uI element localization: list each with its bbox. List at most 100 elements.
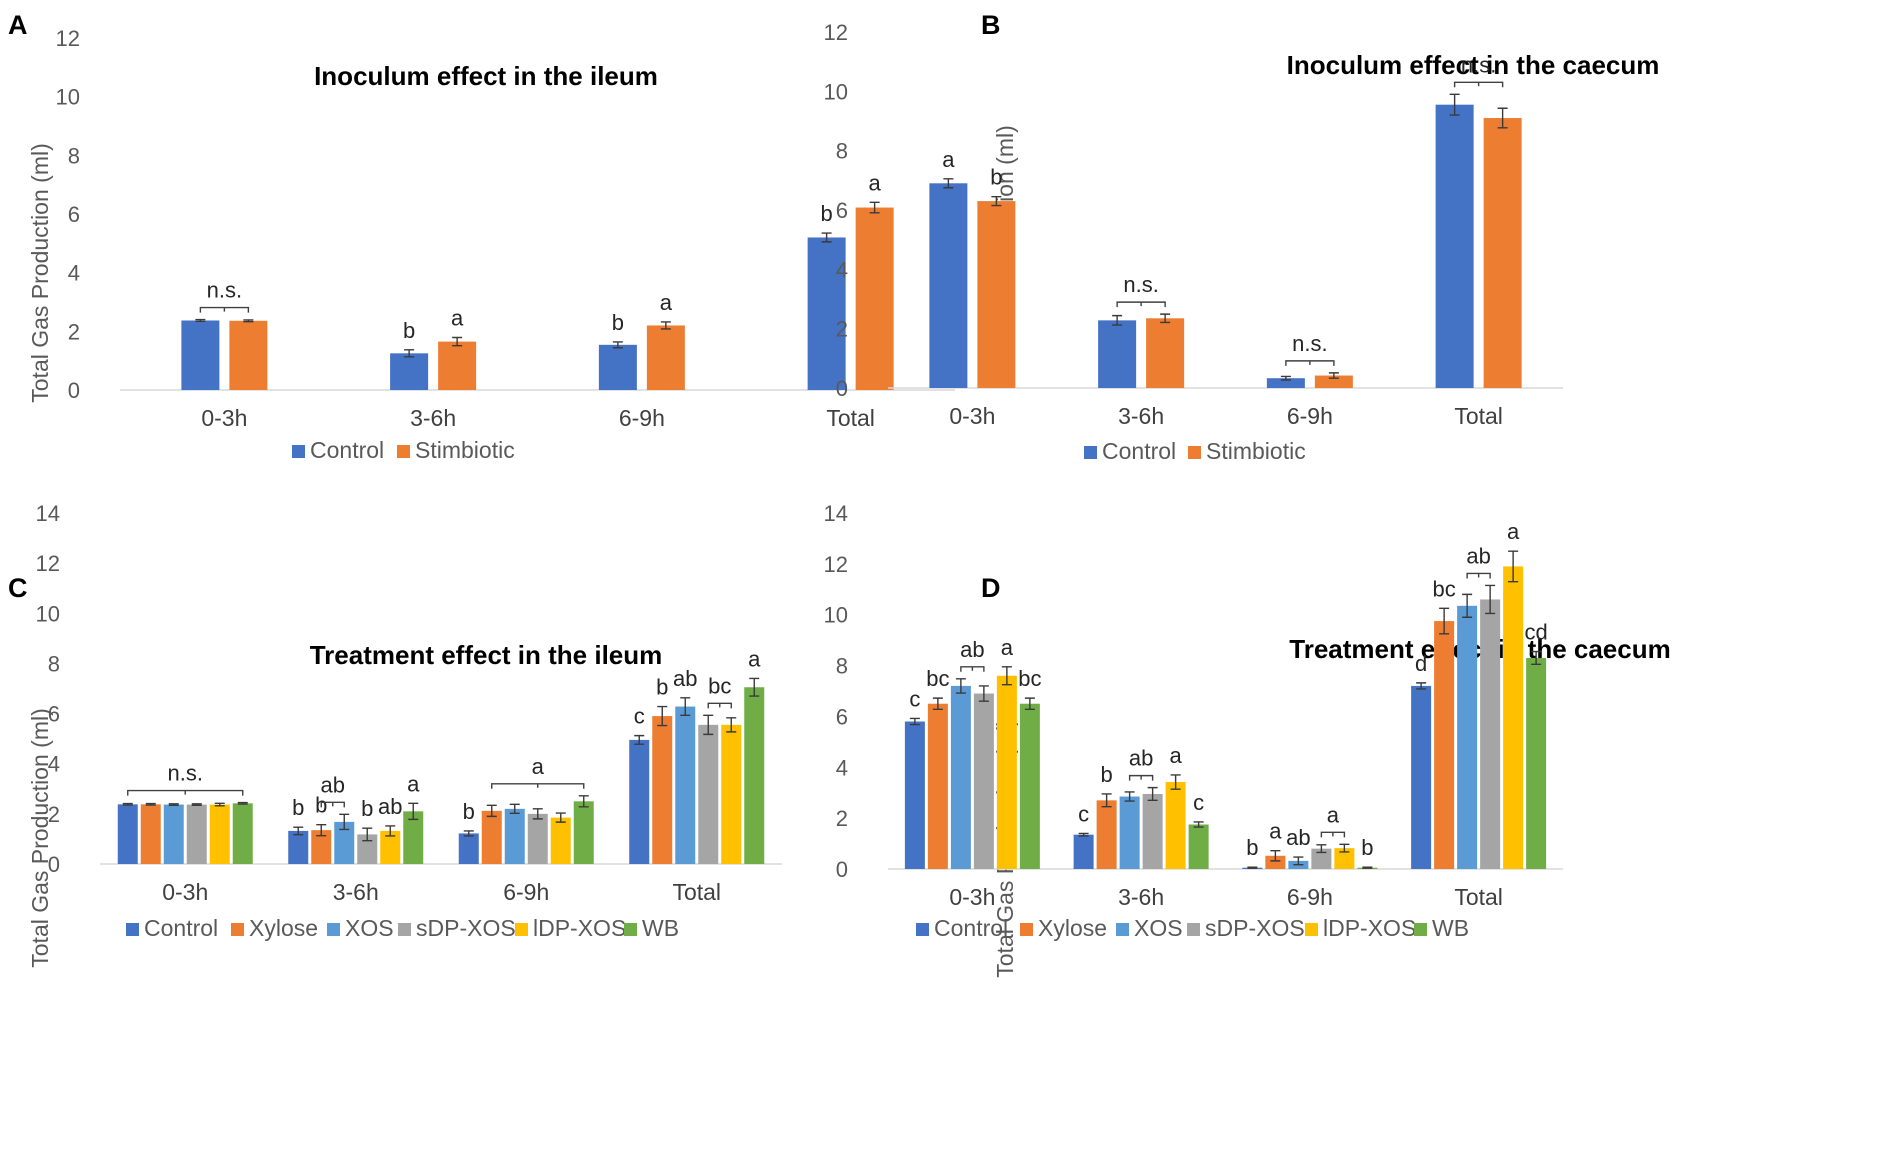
legend-label-control: Control [310, 437, 384, 463]
legend-swatch-stimbiotic [1188, 446, 1201, 459]
error-bar [1339, 843, 1350, 853]
significance-label: a [1507, 519, 1520, 544]
y-axis-label-a: Total Gas Production (ml) [27, 143, 53, 402]
y-tick-label: 8 [48, 651, 60, 676]
error-bar [145, 802, 156, 806]
bar-control [458, 833, 479, 864]
panel-b: B Inoculum effect in the caecum Total Ga… [981, 10, 1659, 385]
error-bar [978, 685, 989, 702]
bar-ldp-xos [209, 804, 230, 864]
chart-title-c: Treatment effect in the ileum [310, 640, 663, 670]
significance-label: bc [926, 666, 949, 691]
legend-label-xylose: Xylose [1038, 915, 1107, 941]
error-bar [509, 803, 520, 815]
error-bar [1328, 372, 1339, 379]
bracket-label: n.s. [207, 278, 242, 303]
significance-label: b [292, 795, 304, 820]
error-bar [168, 803, 179, 807]
bar-wb [744, 687, 765, 864]
error-bar [703, 714, 714, 736]
x-tick-label: 3-6h [1118, 884, 1164, 910]
x-tick-label: Total [826, 405, 875, 431]
bar-control [181, 320, 220, 390]
bar-xylose [311, 830, 332, 864]
x-tick-label: Total [672, 879, 721, 905]
significance-label: c [1193, 790, 1204, 815]
significance-label: a [1170, 743, 1183, 768]
y-tick-label: 0 [836, 857, 848, 882]
significance-label: bc [1433, 576, 1456, 601]
error-bar [1170, 774, 1181, 790]
chart-title-a: Inoculum effect in the ileum [314, 61, 658, 91]
bar-wb [1526, 657, 1547, 869]
bracket-label: a [1327, 802, 1340, 827]
error-bar [1362, 866, 1373, 869]
significance-label: b [361, 796, 373, 821]
legend-swatch-wb [1414, 923, 1427, 936]
legend-swatch-stimbiotic [397, 445, 410, 458]
bar-control [288, 830, 309, 864]
significance-label: a [869, 170, 882, 195]
legend-swatch-xylose [231, 923, 244, 936]
error-bar [1316, 844, 1327, 854]
y-tick-label: 2 [836, 806, 848, 831]
error-bar [486, 804, 497, 818]
bar-stimbiotic [855, 207, 894, 390]
bracket-label: n.s. [1292, 331, 1327, 356]
bar-ldp-xos [1165, 782, 1186, 869]
bracket-label: ab [321, 772, 345, 797]
y-tick-label: 0 [836, 376, 848, 401]
error-bar [1416, 682, 1427, 690]
y-tick-label: 14 [824, 501, 848, 526]
y-tick-label: 6 [68, 202, 80, 227]
bar-control [390, 353, 429, 390]
error-bar [243, 319, 254, 323]
bar-xos [1119, 796, 1140, 869]
panel-a: A Inoculum effect in the ileum Total Gas… [8, 10, 658, 403]
bar-sdp-xos [1480, 599, 1501, 869]
bar-xos [163, 804, 184, 864]
error-bar [1124, 791, 1135, 802]
bar-xylose [1096, 800, 1117, 869]
significance-bracket [199, 306, 250, 313]
error-bar [1024, 697, 1035, 711]
y-tick-label: 10 [36, 601, 60, 626]
error-bar [1497, 107, 1508, 129]
y-axis-label-c: Total Gas Production (ml) [27, 708, 53, 967]
error-bar [408, 802, 419, 821]
y-tick-label: 8 [68, 143, 80, 168]
significance-label: b [612, 310, 624, 335]
legend-swatch-wb [624, 923, 637, 936]
y-tick-label: 0 [48, 852, 60, 877]
significance-label: a [660, 290, 673, 315]
bar-wb [403, 811, 424, 864]
error-bar [1449, 93, 1460, 116]
y-tick-label: 4 [836, 755, 848, 780]
y-tick-label: 12 [36, 551, 60, 576]
bar-sdp-xos [698, 724, 719, 864]
significance-label: a [1269, 819, 1282, 844]
x-tick-label: 0-3h [949, 884, 995, 910]
bar-wb [1188, 824, 1209, 869]
significance-label: a [451, 305, 464, 330]
bracket-label: ab [1129, 746, 1153, 771]
error-bar [1508, 550, 1519, 583]
bar-wb [232, 803, 253, 864]
significance-label: a [748, 646, 761, 671]
error-bar [122, 802, 133, 806]
error-bar [1112, 314, 1123, 326]
significance-label: c [909, 686, 920, 711]
bar-sdp-xos [186, 804, 207, 864]
legend-swatch-xos [1116, 923, 1129, 936]
legend-label-xos: XOS [345, 915, 394, 941]
legend-label-control: Control [144, 915, 218, 941]
significance-label: ab [673, 666, 697, 691]
significance-bracket [1285, 360, 1335, 366]
significance-label: b [821, 201, 833, 226]
bar-sdp-xos [357, 834, 378, 864]
error-bar [1078, 832, 1089, 837]
significance-label: c [1078, 801, 1089, 826]
legend-swatch-xylose [1020, 923, 1033, 936]
legend-label-sdp-xos: sDP-XOS [416, 915, 516, 941]
